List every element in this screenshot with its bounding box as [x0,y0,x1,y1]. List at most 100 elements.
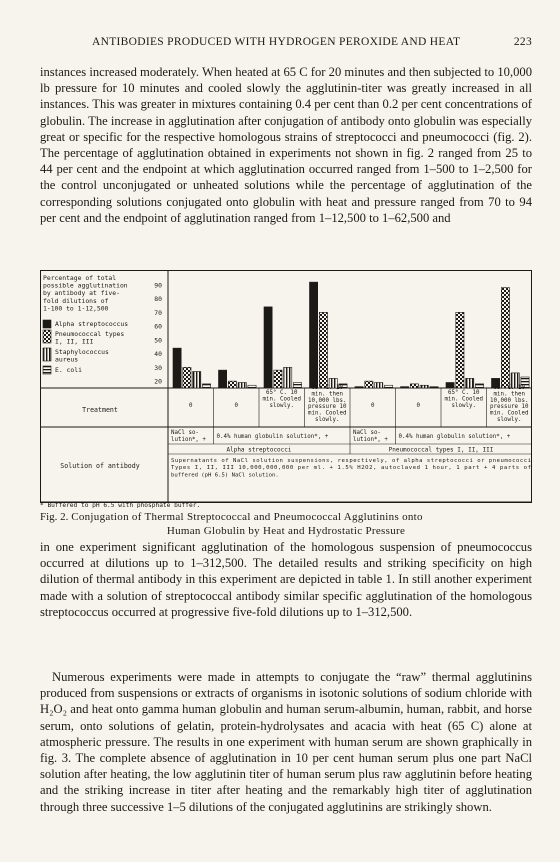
bar-check [182,367,192,389]
y-tick-label: 50 [154,336,162,344]
solution-organism: Alpha streptococci [226,447,291,454]
paragraph-2: in one experiment significant agglutinat… [40,540,532,619]
bar-vstripe [465,378,475,389]
bar-vstripe [192,371,202,389]
treatment-text: 0 [235,403,239,409]
bar-solid [309,281,318,389]
bar-hstripe [202,383,211,389]
treatment-text: pressure 10 [490,404,529,410]
figure-caption: Fig. 2. Conjugation of Thermal Streptoco… [40,510,532,538]
bar-hstripe [247,384,257,389]
solution-detail: buffered (pH 6.5) NaCl solution. [171,472,279,478]
bar-check [455,312,465,389]
bar-solid [445,382,455,389]
solution-text: NaCl so- [171,430,199,436]
figure-footnote: * Buffered to pH 6.5 with phosphate buff… [40,502,200,508]
legend-swatch-check [42,329,52,344]
solution-detail: Types I, II, III 10,000,000,000 per ml. … [171,465,531,471]
treatment-text: slowly. [315,417,339,423]
treatment-text: 65° C. 10 [266,390,298,396]
bar-check [273,369,283,389]
legend-title-line: fold dilutions of [43,297,109,305]
treatment-text: min. then [494,391,525,397]
treatment-text: min. Cooled [490,411,528,417]
paragraph-1: instances increased moderately. When hea… [40,65,532,225]
treatment-text: 65° C. 10 [494,385,526,391]
legend-label: I, II, III [55,338,94,346]
legend-label: aureus [55,356,78,364]
page-number: 223 [513,36,532,48]
legend-label: Pneumococcal types [55,330,124,338]
treatment-text: pressure 10 [308,404,347,410]
legend-swatch-solid [42,319,52,329]
bar-solid [263,306,273,389]
legend-label: E. coli [55,366,82,374]
caption-line-2: Human Globulin by Heat and Hydrostatic P… [166,525,406,537]
treatment-text: slowly. [270,403,294,409]
legend-title-line: Percentage of total [43,274,116,282]
solution-text: 0.4% human globulin solution*, + [217,434,329,440]
treatment-text: 65° C. 10 [448,390,480,396]
legend-label: Staphylococcus [55,348,109,356]
bar-solid [354,386,364,389]
bar-check [500,287,510,389]
legend-swatch-hstripe [42,365,52,375]
y-tick-label: 80 [154,295,162,303]
legend-label: Alpha streptococcus [55,320,128,328]
figure-2: Percentage of total possible agglutinatio… [40,270,532,509]
bar-vstripe [419,384,429,389]
solution-detail: Supernatants of NaCl solution suspension… [171,458,531,464]
paragraph-3: Numerous experiments were made in attemp… [40,670,532,814]
y-tick-label: 70 [154,309,162,317]
y-tick-label: 30 [154,364,162,372]
bar-check [318,312,328,389]
bar-vstripe [374,382,384,389]
y-tick-label: 40 [154,350,162,358]
bar-hstripe [293,382,302,389]
caption-line-1: Conjugation of Thermal Streptococcal and… [71,511,423,523]
treatment-text: 0 [417,403,421,409]
legend-title-line: by antibody at five- [43,289,120,297]
treatment-text: slowly. [497,417,521,423]
legend-title-line: possible agglutination [43,282,128,290]
treatment-text: 0 [371,403,375,409]
treatment-text: 65° C. 10 [312,385,344,391]
bar-hstripe [384,384,393,389]
treatment-text: min. Cooled [263,396,301,402]
solution-text: 0.4% human globulin solution*, + [399,434,511,440]
treatment-text: 10,000 lbs. [490,398,528,404]
bar-hstripe [520,376,530,389]
treatment-text: 10,000 lbs. [308,398,346,404]
solution-text: lution*, + [171,437,206,443]
bar-hstripe [475,383,484,389]
bar-check [409,383,419,389]
bar-hstripe [429,386,439,389]
bar-solid [400,386,409,389]
treatment-text: min. Cooled [445,396,483,402]
solution-label: Solution of antibody [60,462,139,470]
treatment-text: min. then [312,391,343,397]
treatment-text: min. Cooled [308,411,346,417]
solution-text: NaCl so- [353,430,381,436]
solution-organism: Pneumococcal types I, II, III [389,447,494,454]
legend-swatch-vstripe [42,347,52,362]
treatment-label: Treatment [82,406,118,414]
bar-solid [172,347,182,389]
legend-title-line: 1-100 to 1-12,500 [43,304,109,312]
bar-check [228,380,237,389]
treatment-text: 0 [189,403,193,409]
bar-vstripe [328,378,338,389]
bar-solid [491,378,500,389]
header-title: ANTIBODIES PRODUCED WITH HYDROGEN PEROXI… [92,36,461,48]
y-tick-label: 60 [154,323,162,331]
bar-check [364,380,374,389]
bar-vstripe [283,367,293,389]
caption-fig-label: Fig. 2. [40,511,69,523]
bar-solid [218,369,227,389]
y-tick-label: 20 [154,378,162,386]
bar-vstripe [510,372,520,389]
bar-hstripe [338,383,348,389]
treatment-text: slowly. [452,403,476,409]
solution-text: lution*, + [353,437,388,443]
